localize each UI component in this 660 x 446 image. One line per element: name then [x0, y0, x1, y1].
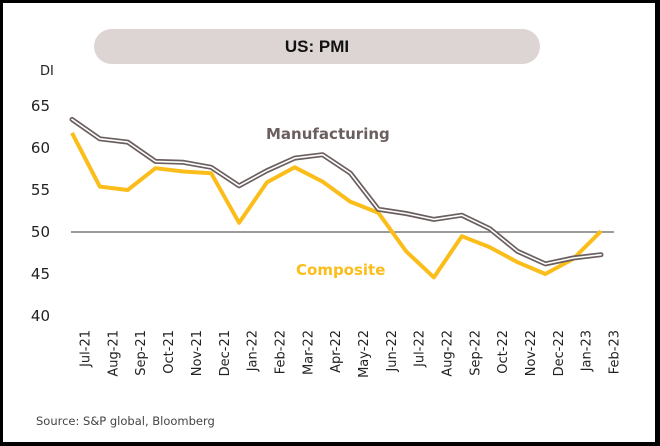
- series-lines: [69, 116, 604, 280]
- x-tick-label: Aug-22: [440, 330, 455, 377]
- x-tick-label: Jan-23: [580, 330, 595, 372]
- x-tick-label: Jul-21: [79, 330, 94, 368]
- manufacturing-label: Manufacturing: [266, 125, 390, 143]
- x-tick-label: Dec-21: [218, 330, 233, 376]
- x-tick-label: Nov-21: [190, 330, 205, 376]
- x-tick-label: Jul-22: [413, 330, 428, 368]
- x-tick-label: Jun-22: [385, 330, 400, 373]
- series-line-composite: [70, 131, 603, 280]
- series-line-manufacturing: [71, 118, 602, 265]
- y-axis-ticks: 40 45 50 55 60 65: [31, 97, 50, 325]
- y-tick-label: 50: [31, 223, 50, 241]
- x-tick-label: Feb-22: [273, 330, 288, 374]
- y-tick-label: 40: [31, 307, 50, 325]
- x-tick-label: Aug-21: [106, 330, 121, 377]
- x-tick-label: Sep-22: [468, 330, 483, 376]
- y-tick-label: 55: [31, 181, 50, 199]
- x-tick-label: Jan-22: [246, 330, 261, 372]
- chart-frame: [3, 3, 655, 442]
- x-tick-label: Sep-21: [134, 330, 149, 376]
- y-tick-label: 65: [31, 97, 50, 115]
- x-tick-label: Apr-22: [329, 330, 344, 373]
- chart-title: US: PMI: [284, 36, 350, 56]
- x-tick-label: Oct-21: [162, 330, 177, 374]
- composite-label: Composite: [296, 261, 385, 279]
- x-tick-label: Dec-22: [552, 330, 567, 376]
- x-tick-label: Mar-22: [301, 330, 316, 375]
- x-tick-label: May-22: [357, 330, 372, 378]
- x-tick-label: Feb-23: [608, 330, 623, 374]
- y-tick-label: 45: [31, 265, 50, 283]
- x-axis-ticks: Jul-21 Aug-21 Sep-21 Oct-21 Nov-21 Dec-21 Jan-…: [79, 330, 623, 378]
- chart-title-pill: US: PMI: [94, 29, 540, 64]
- source-note: Source: S&P global, Bloomberg: [36, 414, 215, 428]
- y-tick-label: 60: [31, 139, 50, 157]
- x-tick-label: Nov-22: [524, 330, 539, 376]
- x-tick-label: Oct-22: [496, 330, 511, 374]
- y-axis-label: DI: [40, 64, 54, 79]
